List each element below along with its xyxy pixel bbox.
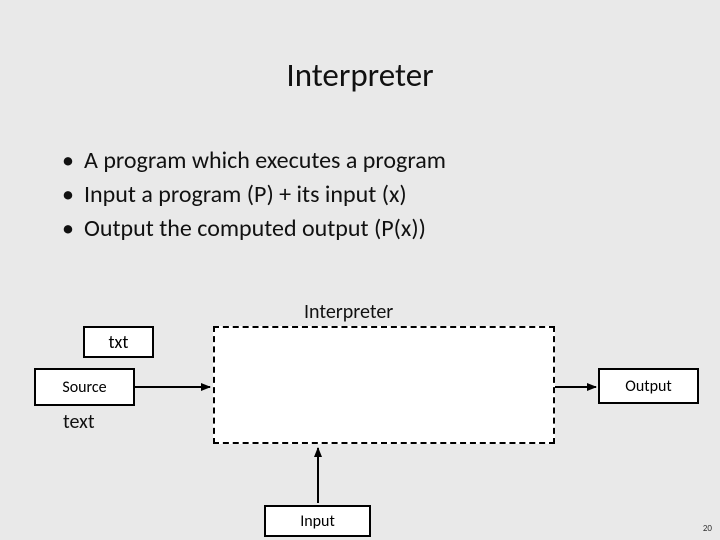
source-text-label: text	[63, 410, 95, 434]
page-number: 20	[703, 523, 712, 534]
bullet-item: Output the computed output (P(x))	[62, 213, 680, 244]
slide: Interpreter A program which executes a p…	[0, 0, 720, 540]
txt-box: txt	[83, 326, 154, 358]
input-box-label: Input	[300, 512, 335, 531]
interpreter-box	[213, 326, 555, 444]
output-box: Output	[598, 368, 699, 404]
bullet-list: A program which executes a program Input…	[62, 145, 680, 248]
slide-title: Interpreter	[0, 55, 720, 95]
source-box-label: Source	[62, 378, 106, 397]
source-box: Source	[34, 368, 135, 406]
txt-box-label: txt	[109, 331, 129, 353]
bullet-item: A program which executes a program	[62, 145, 680, 176]
output-box-label: Output	[625, 377, 672, 396]
bullet-item: Input a program (P) + its input (x)	[62, 179, 680, 210]
input-box: Input	[264, 505, 371, 537]
interpreter-box-label: Interpreter	[304, 300, 393, 324]
